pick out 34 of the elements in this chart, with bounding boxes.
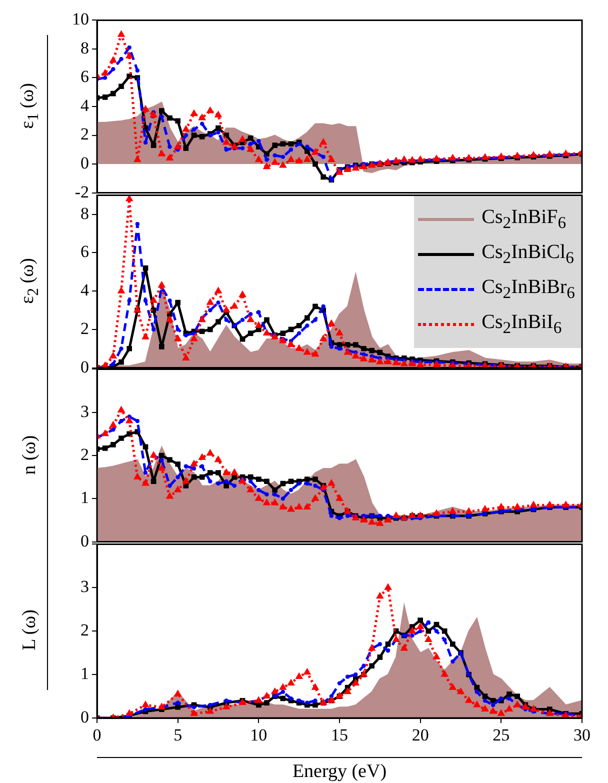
y-tick-label: 4 — [80, 96, 90, 115]
x-tick-label: 10 — [250, 725, 268, 744]
y-axis-title: n (ω) — [19, 436, 41, 475]
y-tick-label: 6 — [80, 242, 89, 261]
x-tick-label: 20 — [412, 725, 429, 744]
y-tick-label: 8 — [80, 38, 89, 58]
y-tick-label: 4 — [80, 280, 90, 300]
y-tick-label: 2 — [80, 444, 89, 464]
y-tick-label: 0 — [80, 531, 89, 550]
y-axis-title: L (ω) — [19, 609, 41, 650]
y-tick-label: 2 — [80, 318, 89, 338]
legend-label: Cs$_{2}$InBiCl$_{6}$ — [482, 240, 574, 268]
y-tick-label: 10 — [72, 10, 89, 29]
y-tick-label: 2 — [80, 620, 89, 640]
y-tick-label: 3 — [80, 402, 89, 421]
y-tick-label: 0 — [80, 356, 89, 376]
x-tick-label: 25 — [492, 725, 510, 744]
legend-label: Cs$_{2}$InBiF$_{6}$ — [482, 206, 566, 232]
y-tick-label: 1 — [80, 664, 89, 683]
y-tick-label: 2 — [80, 124, 89, 144]
legend-label: Cs$_{2}$InBiI$_{6}$ — [482, 310, 562, 338]
y-tick-label: 3 — [80, 576, 89, 596]
y-tick-label: -2 — [74, 182, 89, 202]
x-tick-label: 5 — [174, 725, 182, 744]
x-tick-label: 30 — [574, 725, 590, 744]
x-axis-title: Energy (eV) — [292, 761, 387, 783]
y-tick-label: 1 — [80, 488, 89, 508]
y-tick-label: 8 — [80, 203, 89, 222]
y-tick-label: 6 — [80, 67, 89, 86]
y-tick-label: 0 — [80, 706, 89, 726]
x-tick-label: 15 — [331, 725, 348, 744]
x-tick-label: 0 — [92, 725, 102, 744]
legend-label: Cs$_{2}$InBiBr$_{6}$ — [482, 276, 575, 302]
y-tick-label: 0 — [80, 154, 89, 172]
